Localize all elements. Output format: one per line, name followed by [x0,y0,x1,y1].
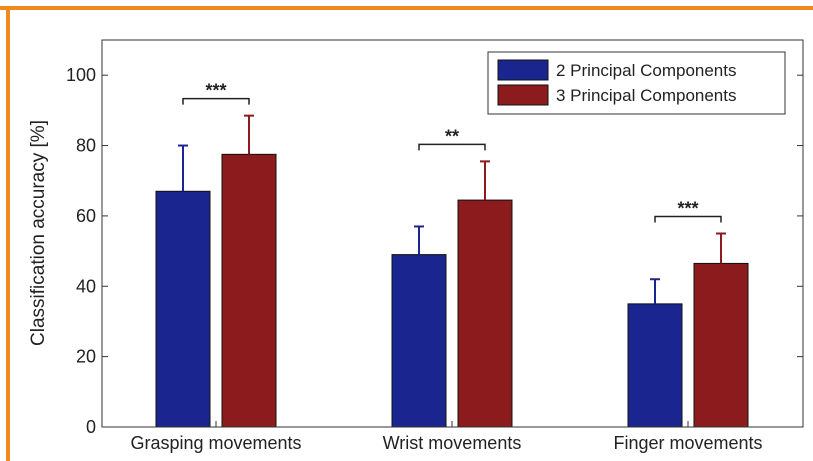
bar-2-1 [221,153,277,428]
x-axis: Grasping movements Wrist movements Finger … [130,421,763,453]
bar-2-3 [693,262,749,428]
significance-label-2: ** [445,126,459,146]
x-tick-label-3: Finger movements [613,433,762,453]
significance-bracket-1 [182,97,250,105]
y-tick-label-40: 40 [76,276,96,296]
error-bars-layer [178,114,726,304]
significance-bracket-3 [654,215,722,223]
y-tick-label-80: 80 [76,136,96,156]
bar-2-2 [457,199,513,428]
bar-1-2 [391,254,447,428]
significance-label-1: *** [205,81,226,101]
bar-1-1 [155,190,211,428]
x-tick-label-1: Grasping movements [130,433,301,453]
orange-frame-left [6,6,10,461]
orange-frame-top [0,6,813,10]
bar-1-3 [627,303,683,428]
y-tick-label-60: 60 [76,206,96,226]
significance-layer: ******** [182,81,722,223]
significance-label-3: *** [677,199,698,219]
bars-layer [155,153,749,428]
x-tick-label-2: Wrist movements [383,433,522,453]
legend: 2 Principal Components 3 Principal Compon… [487,51,786,115]
legend-label-2: 3 Principal Components [556,86,736,105]
y-tick-label-0: 0 [86,417,96,437]
legend-swatch-1 [497,59,549,81]
y-tick-label-100: 100 [66,65,96,85]
y-axis-title: Classification accuracy [%] [28,120,49,346]
legend-swatch-2 [497,84,549,106]
significance-bracket-2 [418,143,486,151]
y-axis: 0 20 40 60 80 100 [66,65,803,437]
legend-label-1: 2 Principal Components [556,61,736,80]
y-tick-label-20: 20 [76,347,96,367]
